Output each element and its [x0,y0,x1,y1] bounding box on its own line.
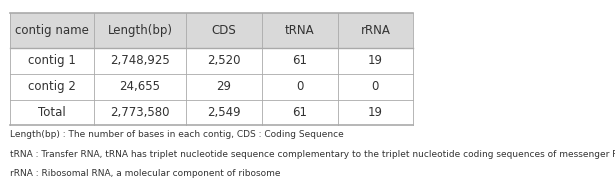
Bar [10,100,413,125]
Text: 2,748,925: 2,748,925 [110,54,170,67]
Bar [10,13,413,48]
Text: Total: Total [38,106,66,119]
Text: 19: 19 [368,54,383,67]
Text: 61: 61 [292,106,308,119]
Text: rRNA : Ribosomal RNA, a molecular component of ribosome: rRNA : Ribosomal RNA, a molecular compon… [10,169,280,178]
Text: contig 1: contig 1 [28,54,76,67]
Text: contig 2: contig 2 [28,80,76,93]
Text: Length(bp) : The number of bases in each contig, CDS : Coding Sequence: Length(bp) : The number of bases in each… [10,130,344,139]
Text: 2,773,580: 2,773,580 [110,106,170,119]
Text: 0: 0 [371,80,379,93]
Text: 61: 61 [292,54,308,67]
Text: 19: 19 [368,106,383,119]
Text: 2,549: 2,549 [207,106,241,119]
Text: CDS: CDS [212,24,236,37]
Text: 0: 0 [296,80,303,93]
Bar [10,74,413,100]
Text: contig name: contig name [15,24,89,37]
Text: rRNA: rRNA [360,24,391,37]
Text: 24,655: 24,655 [119,80,161,93]
Text: Length(bp): Length(bp) [108,24,173,37]
Text: 2,520: 2,520 [207,54,241,67]
Text: tRNA: tRNA [285,24,314,37]
Text: 29: 29 [216,80,232,93]
Text: tRNA : Transfer RNA, tRNA has triplet nucleotide sequence complementary to the t: tRNA : Transfer RNA, tRNA has triplet nu… [10,150,615,159]
Bar [10,48,413,74]
